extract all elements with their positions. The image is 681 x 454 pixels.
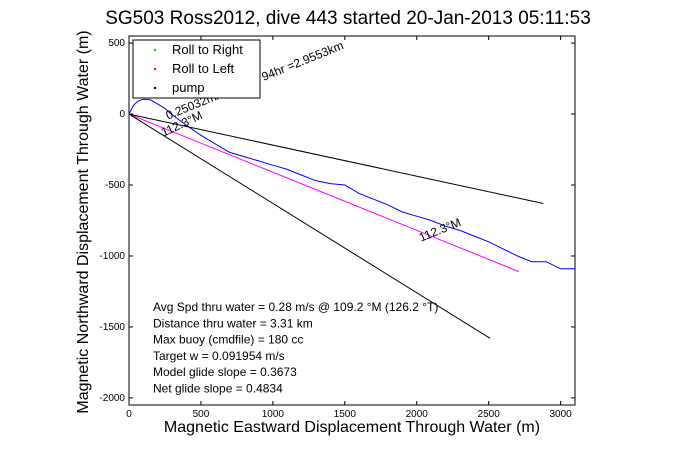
legend-label-2: pump	[172, 80, 205, 95]
chart-title: SG503 Ross2012, dive 443 started 20-Jan-…	[105, 8, 591, 29]
stat-line-2: Max buoy (cmdfile) = 180 cc	[153, 333, 303, 347]
series-layer	[128, 98, 575, 339]
stat-line-3: Target w = 0.091954 m/s	[153, 349, 285, 363]
series-line-2	[128, 113, 544, 204]
y-tick-label-0: -2000	[99, 393, 125, 404]
series-line-1	[128, 113, 520, 273]
legend-label-1: Roll to Left	[172, 61, 235, 76]
y-tick-label-3: -500	[105, 180, 125, 191]
y-tick-label-5: 500	[108, 38, 125, 49]
x-tick-label-6: 3000	[549, 409, 572, 420]
legend-label-0: Roll to Right	[172, 42, 243, 57]
stats-block: Avg Spd thru water = 0.28 m/s @ 109.2 °M…	[153, 300, 438, 396]
y-tick-label-1: -1500	[99, 322, 125, 333]
legend: Roll to Right Roll to Left pump	[132, 39, 261, 99]
x-tick-label-0: 0	[126, 409, 132, 420]
legend-marker-2	[153, 86, 157, 90]
stat-line-0: Avg Spd thru water = 0.28 m/s @ 109.2 °M…	[153, 300, 438, 314]
tick-layer: 0 500 1000 1500 2000 2500 3000 -2000 -1500 -1000 -…	[99, 36, 575, 420]
x-tick-label-2: 1000	[262, 409, 285, 420]
series-line-3	[128, 113, 491, 339]
series-line-0	[128, 98, 575, 270]
legend-entries: Roll to Right Roll to Left pump	[153, 42, 243, 95]
x-tick-label-5: 2500	[478, 409, 501, 420]
stat-line-1: Distance thru water = 3.31 km	[153, 316, 313, 330]
legend-marker-1	[153, 67, 157, 71]
y-tick-label-4: 0	[119, 109, 125, 120]
x-tick-label-1: 500	[193, 409, 210, 420]
x-tick-label-3: 1500	[334, 409, 357, 420]
y-tick-label-2: -1000	[99, 251, 125, 262]
stat-line-5: Net glide slope = 0.4834	[153, 382, 283, 396]
y-axis-label: Magnetic Northward Displacement Through …	[75, 30, 92, 413]
x-axis-label: Magnetic Eastward Displacement Through W…	[164, 419, 540, 436]
stat-line-4: Model glide slope = 0.3673	[153, 365, 297, 379]
x-tick-label-4: 2000	[406, 409, 429, 420]
legend-marker-0	[153, 48, 157, 52]
